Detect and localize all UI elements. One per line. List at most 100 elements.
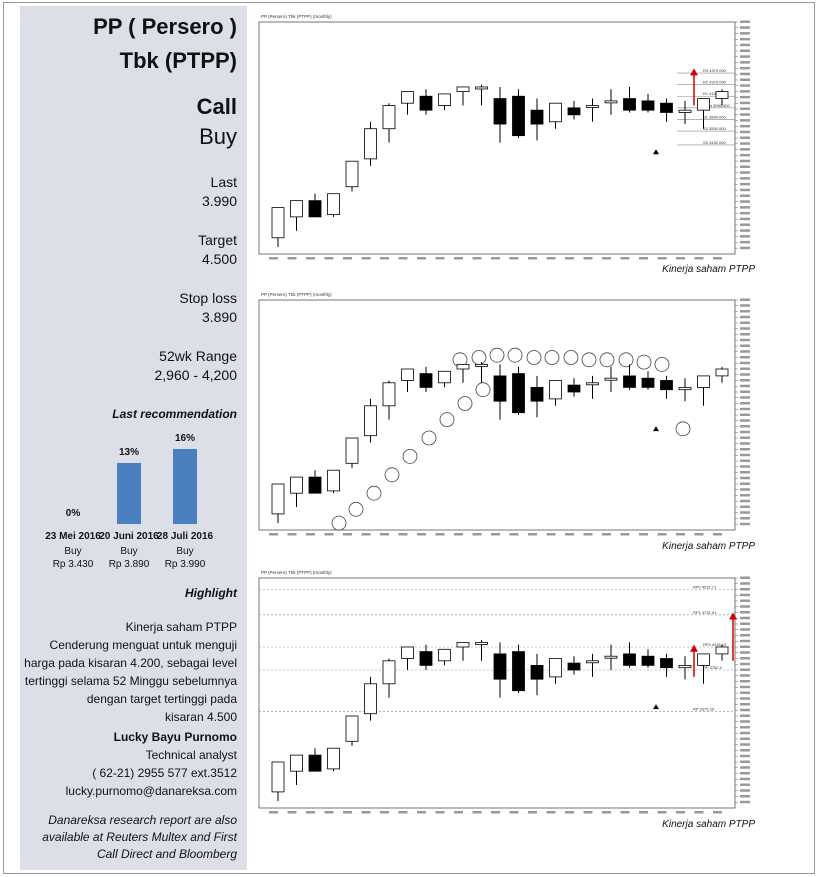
axis-tick-label [740,101,750,105]
candlestick-chart-2: PP (Persero) Tbk (PTPP) (monthly) [258,292,750,536]
candle-body [271,207,285,239]
candle-body [308,476,322,494]
axis-tick-label [740,772,750,775]
candle-body [512,373,525,414]
psar-dot [544,350,560,365]
candle-body [456,642,470,648]
candlestick-chart-3: PP (Persero) Tbk (PTPP) (monthly) RP0 453… [258,570,750,814]
axis-tick-label [740,760,750,763]
axis-date-label [269,533,278,536]
candle-body [271,761,285,793]
axis-tick-label [740,142,750,145]
axis-date-label [269,811,278,814]
axis-tick-label [740,482,750,485]
analyst-email[interactable]: lucky.purnomo@danareksa.com [65,784,237,798]
axis-tick-label [740,783,750,786]
level-label: R3 4370.000 [703,68,727,73]
axis-tick-label [740,743,750,746]
axis-tick-label [740,361,750,365]
axis-date-label [491,257,500,260]
candle-body [290,476,303,494]
axis-date-label [565,257,574,260]
psar-dot [654,357,670,372]
candle-body [271,483,285,515]
axis-tick-label [740,582,750,585]
psar-dot [675,421,691,437]
axis-tick-label [740,419,750,422]
psar-dot [507,347,523,363]
axis-date-label [713,257,722,260]
axis-tick-label [740,182,750,186]
axis-tick-label [740,731,750,735]
candle-body [660,102,673,113]
axis-tick-label [740,453,750,457]
price-chart-pivot: PP (Persero) Tbk (PTPP) (monthly) R3 4370… [257,10,755,262]
candle-body [530,665,544,680]
highlight-line: Kinerja saham PTPP [125,620,237,634]
axis-date-label [657,533,667,536]
psar-dot [636,354,652,370]
axis-date-label [694,811,704,814]
axis-tick-label [740,795,750,798]
axis-date-label [398,257,408,260]
axis-tick-label [740,66,750,70]
axis-tick-label [740,26,750,29]
rec-bar-value-label: 0% [65,508,81,519]
axis-tick-label [740,720,750,723]
axis-tick-label [740,442,750,445]
candle-body [512,651,525,692]
rec-action-label: Buy [64,546,82,557]
analyst-name: Lucky Bayu Purnomo [113,730,237,744]
axis-date-label [398,811,408,814]
candle-body [697,98,710,111]
rec-action-label: Buy [176,546,194,557]
highlight-text: Kinerja saham PTPP Cenderung menguat unt… [22,618,237,726]
psar-dot [563,350,579,365]
axis-date-label [287,257,297,260]
axis-tick-label [740,113,750,116]
axis-tick-label [740,310,750,313]
target-value: 4.500 [201,251,237,267]
rec-price-label: Rp 3.890 [108,559,150,570]
axis-date-label [324,533,334,536]
candle-body [401,368,414,381]
axis-tick-label [740,714,750,717]
axis-date-label [602,811,611,814]
axis-date-label [343,257,352,260]
axis-date-label [435,257,445,260]
candle-body [604,100,618,104]
axis-tick-label [740,373,750,376]
candle-body [327,469,340,492]
axis-date-label [435,533,445,536]
axis-date-label [380,533,389,536]
analyst-phone: ( 62-21) 2955 577 ext.3512 [92,766,237,780]
candle-body [660,380,673,391]
level-label: R1 4190.000 [703,91,727,96]
axis-tick-label [740,37,750,41]
level-label: RP0 4531.71 [693,585,717,590]
axis-tick-label [740,754,750,758]
axis-tick-label [740,777,750,781]
axis-tick-label [740,668,750,671]
recommendation-action: Buy [199,124,237,149]
rec-date-label: 23 Mei 2016 [45,531,101,542]
axis-tick-label [740,338,750,342]
target-arrow-head [690,68,698,76]
psar-dot [581,352,597,368]
axis-tick-label [740,465,750,468]
rec-price-label: Rp 3.990 [164,559,206,570]
axis-date-label [676,811,685,814]
stoploss-value: 3.890 [201,309,237,325]
candle-body [364,128,377,160]
candle-body [678,665,692,669]
candle-body [567,662,581,671]
price-chart-fib: PP (Persero) Tbk (PTPP) (monthly) RP0 453… [257,566,755,816]
chart-caption-1: Kinerja saham PTPP [662,264,755,275]
axis-date-label [713,811,722,814]
axis-tick-label [740,72,750,76]
axis-tick-label [740,593,750,597]
axis-date-label [583,533,593,536]
candle-body [493,653,507,680]
axis-date-label [565,811,574,814]
psar-dot [526,350,542,365]
